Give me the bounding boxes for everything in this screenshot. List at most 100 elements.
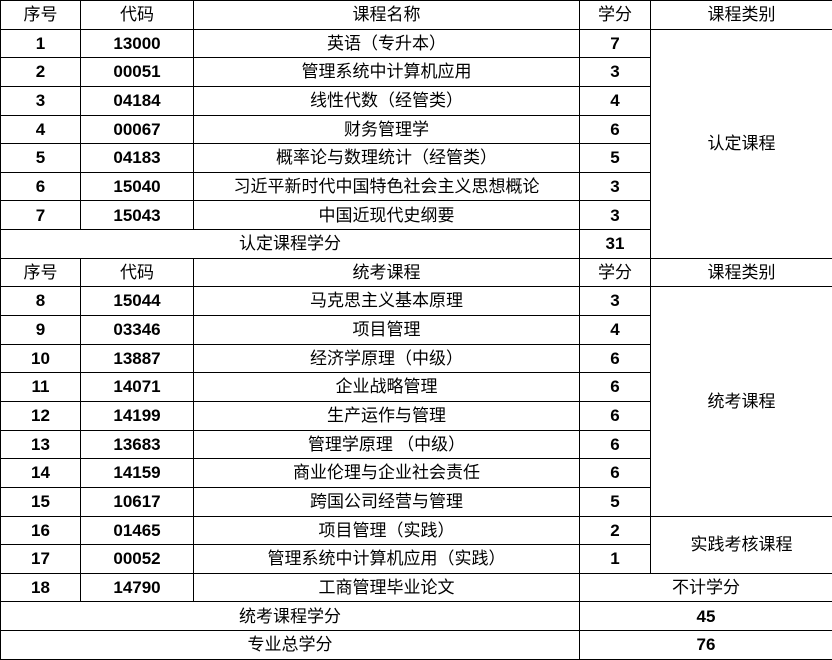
row-course-name: 马克思主义基本原理 bbox=[193, 286, 580, 317]
row-code: 00067 bbox=[80, 114, 194, 145]
table-row: 1 13000 英语（专升本） 7 认定课程 bbox=[0, 28, 832, 259]
row-code: 15044 bbox=[80, 286, 194, 317]
row-seq: 14 bbox=[0, 458, 81, 488]
row-seq: 1 bbox=[0, 28, 81, 59]
row-credit: 7 bbox=[579, 28, 651, 59]
row-course-name: 跨国公司经营与管理 bbox=[193, 486, 580, 517]
table-row: 8 15044 马克思主义基本原理 3 统考课程 bbox=[0, 286, 832, 517]
row-credit: 6 bbox=[579, 114, 651, 145]
subtotal-row-recognized: 认定课程学分 31 bbox=[0, 229, 832, 259]
row-credit: 6 bbox=[579, 458, 651, 488]
row-seq: 11 bbox=[0, 372, 81, 402]
row-credit: 3 bbox=[579, 200, 651, 231]
row-course-name: 习近平新时代中国特色社会主义思想概论 bbox=[193, 171, 580, 202]
row-code: 13887 bbox=[80, 343, 194, 374]
row-code: 03346 bbox=[80, 315, 194, 345]
row-course-name: 管理系统中计算机应用（实践） bbox=[193, 544, 580, 574]
total-value: 76 bbox=[579, 630, 832, 660]
row-course-name: 概率论与数理统计（经管类） bbox=[193, 143, 580, 173]
total-label: 专业总学分 bbox=[0, 630, 580, 660]
category-recognized-courses: 认定课程 bbox=[650, 28, 832, 259]
row-code: 14790 bbox=[80, 572, 194, 603]
row-course-name: 管理学原理 （中级） bbox=[193, 429, 580, 460]
row-seq: 2 bbox=[0, 57, 81, 87]
row-credit: 2 bbox=[579, 515, 651, 546]
header-code: 代码 bbox=[80, 0, 194, 30]
total-value: 45 bbox=[579, 601, 832, 632]
row-credit: 6 bbox=[579, 400, 651, 431]
category-unified-exam-courses: 统考课程 bbox=[650, 286, 832, 517]
header-category: 课程类别 bbox=[650, 257, 832, 288]
row-code: 14199 bbox=[80, 400, 194, 431]
row-seq: 7 bbox=[0, 200, 81, 231]
category-practical-assessment-courses: 实践考核课程 bbox=[650, 515, 832, 574]
row-code: 10617 bbox=[80, 486, 194, 517]
row-course-name: 商业伦理与企业社会责任 bbox=[193, 458, 580, 488]
table-header-row-1: 序号 代码 课程名称 学分 课程类别 bbox=[0, 0, 832, 30]
row-course-name: 中国近现代史纲要 bbox=[193, 200, 580, 231]
header-category: 课程类别 bbox=[650, 0, 832, 30]
row-seq: 10 bbox=[0, 343, 81, 374]
subtotal-value: 31 bbox=[579, 229, 651, 259]
row-seq: 4 bbox=[0, 114, 81, 145]
row-course-name: 财务管理学 bbox=[193, 114, 580, 145]
row-code: 00052 bbox=[80, 544, 194, 574]
row-seq: 5 bbox=[0, 143, 81, 173]
row-credit: 4 bbox=[579, 315, 651, 345]
row-course-name: 生产运作与管理 bbox=[193, 400, 580, 431]
row-credit: 3 bbox=[579, 286, 651, 317]
row-credit: 6 bbox=[579, 372, 651, 402]
row-code: 13683 bbox=[80, 429, 194, 460]
header-credit: 学分 bbox=[579, 257, 651, 288]
row-seq: 9 bbox=[0, 315, 81, 345]
row-course-name: 线性代数（经管类） bbox=[193, 85, 580, 116]
row-code: 00051 bbox=[80, 57, 194, 87]
thesis-row: 18 14790 工商管理毕业论文 不计学分 bbox=[0, 572, 832, 603]
table-row: 5 04183 概率论与数理统计（经管类） 5 bbox=[0, 143, 832, 173]
row-seq: 12 bbox=[0, 400, 81, 431]
row-credit: 6 bbox=[579, 429, 651, 460]
table-row: 6 15040 习近平新时代中国特色社会主义思想概论 3 bbox=[0, 171, 832, 202]
table-row: 2 00051 管理系统中计算机应用 3 bbox=[0, 57, 832, 87]
subtotal-label: 认定课程学分 bbox=[0, 229, 580, 259]
table-row: 14 14159 商业伦理与企业社会责任 6 bbox=[0, 458, 832, 488]
row-code: 14159 bbox=[80, 458, 194, 488]
row-code: 14071 bbox=[80, 372, 194, 402]
header-seq: 序号 bbox=[0, 257, 81, 288]
total-row-program: 专业总学分 76 bbox=[0, 630, 832, 660]
table-header-row-2: 序号 代码 统考课程 学分 课程类别 bbox=[0, 257, 832, 288]
row-credit-note: 不计学分 bbox=[579, 572, 832, 603]
row-course-name: 项目管理（实践） bbox=[193, 515, 580, 546]
row-credit: 3 bbox=[579, 171, 651, 202]
row-code: 15040 bbox=[80, 171, 194, 202]
header-course-name: 课程名称 bbox=[193, 0, 580, 30]
total-label: 统考课程学分 bbox=[0, 601, 580, 632]
row-code: 13000 bbox=[80, 28, 194, 59]
row-code: 15043 bbox=[80, 200, 194, 231]
row-credit: 5 bbox=[579, 143, 651, 173]
row-seq: 8 bbox=[0, 286, 81, 317]
row-course-name: 管理系统中计算机应用 bbox=[193, 57, 580, 87]
row-code: 04183 bbox=[80, 143, 194, 173]
row-credit: 5 bbox=[579, 486, 651, 517]
row-course-name: 英语（专升本） bbox=[193, 28, 580, 59]
row-seq: 15 bbox=[0, 486, 81, 517]
total-row-unified-exam: 统考课程学分 45 bbox=[0, 601, 832, 632]
header-code: 代码 bbox=[80, 257, 194, 288]
table-row: 16 01465 项目管理（实践） 2 实践考核课程 bbox=[0, 515, 832, 574]
row-seq: 13 bbox=[0, 429, 81, 460]
row-credit: 6 bbox=[579, 343, 651, 374]
table-row: 7 15043 中国近现代史纲要 3 bbox=[0, 200, 832, 231]
row-seq: 16 bbox=[0, 515, 81, 546]
row-course-name: 经济学原理（中级） bbox=[193, 343, 580, 374]
row-credit: 3 bbox=[579, 57, 651, 87]
table-row: 17 00052 管理系统中计算机应用（实践） 1 bbox=[0, 544, 832, 574]
row-credit: 4 bbox=[579, 85, 651, 116]
row-code: 01465 bbox=[80, 515, 194, 546]
row-course-name: 企业战略管理 bbox=[193, 372, 580, 402]
header-credit: 学分 bbox=[579, 0, 651, 30]
header-unified-exam-course: 统考课程 bbox=[193, 257, 580, 288]
row-credit: 1 bbox=[579, 544, 651, 574]
header-seq: 序号 bbox=[0, 0, 81, 30]
